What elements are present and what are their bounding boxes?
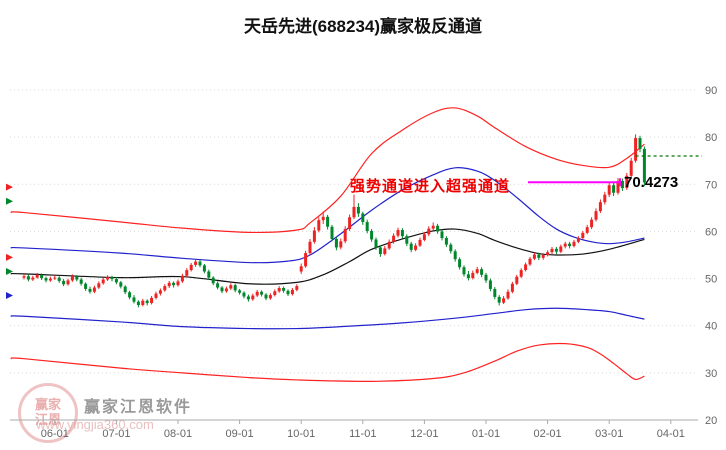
left-channel-marker — [6, 183, 13, 191]
band-outer-resistance — [10, 107, 645, 234]
left-channel-marker — [6, 292, 13, 300]
x-tick-label: 06-01 — [41, 428, 69, 440]
x-tick-label: 02-01 — [534, 428, 562, 440]
channel-bands — [10, 107, 645, 382]
x-tick-label: 08-01 — [164, 428, 192, 440]
axes: 06-01 07-01 08-01 09-01 10-01 11-01 12-01 01-01… — [41, 420, 685, 440]
y-tick-label: 90 — [705, 85, 717, 97]
left-channel-marker — [6, 253, 13, 261]
x-tick-label: 01-01 — [472, 428, 500, 440]
band-life-line — [10, 228, 645, 285]
price-label: 70.4273 — [624, 174, 679, 191]
x-tick-label: 11-01 — [349, 428, 376, 440]
x-tick-label: 10-01 — [287, 428, 315, 440]
brand-url: www.yingjia360.com — [36, 417, 154, 432]
x-tick-label: 12-01 — [410, 428, 438, 440]
y-tick-label: 40 — [705, 321, 717, 333]
brand-name: 赢家江恩软件 — [84, 399, 193, 416]
y-tick-label: 70 — [705, 179, 717, 191]
y-tick-label: 80 — [705, 132, 717, 144]
chart-title: 天岳先进(688234)赢家极反通道 — [243, 17, 483, 36]
y-tick-label: 30 — [705, 368, 717, 380]
left-channel-marker — [6, 268, 13, 275]
x-tick-label: 04-01 — [657, 428, 685, 440]
x-tick-label: 09-01 — [226, 428, 254, 440]
channel-annotation: 强势通道进入超强通道 — [350, 178, 511, 195]
y-tick-label: 60 — [705, 226, 717, 238]
gridlines: 90 80 70 60 50 40 30 20 — [10, 85, 717, 427]
x-tick-label: 07-01 — [102, 428, 130, 440]
band-upper-blue — [10, 167, 645, 264]
left-channel-marker — [6, 197, 13, 205]
band-lower-blue — [10, 307, 645, 330]
candles — [22, 134, 646, 308]
y-tick-label: 20 — [705, 415, 717, 427]
x-tick-label: 03-01 — [595, 428, 623, 440]
y-tick-label: 50 — [705, 274, 717, 286]
overlays — [6, 155, 702, 300]
band-outer-support — [10, 342, 645, 382]
